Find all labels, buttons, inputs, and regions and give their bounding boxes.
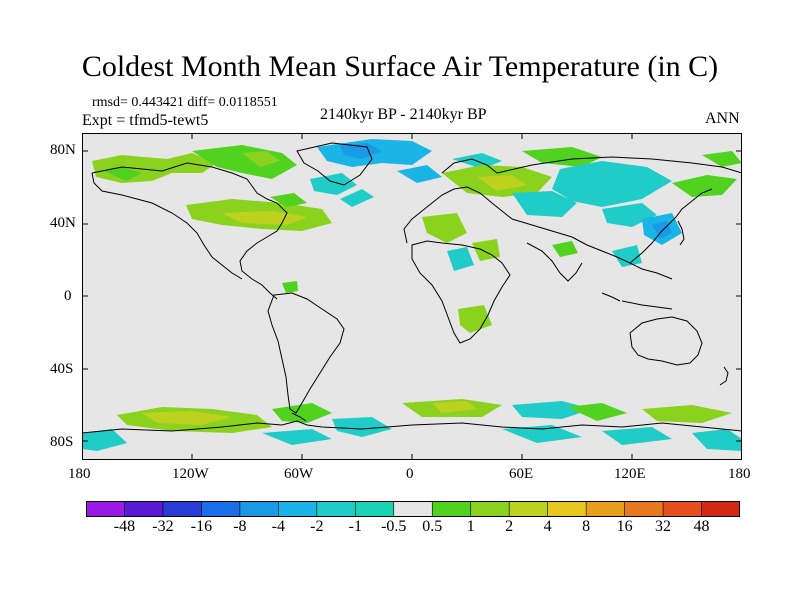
period-label: 2140kyr BP - 2140kyr BP	[320, 106, 487, 123]
colorbar-cell	[162, 501, 203, 517]
colorbar-label: -0.5	[381, 518, 407, 535]
colorbar-cell	[431, 501, 472, 517]
lon-label-60e: 60E	[509, 466, 534, 482]
experiment-label: Expt = tfmd5-tewt5	[82, 112, 209, 129]
colorbar	[86, 501, 740, 517]
colorbar-cell	[86, 501, 126, 517]
colorbar-label: -2	[310, 518, 324, 535]
colorbar-label: -8	[233, 518, 247, 535]
lat-label-40s: 40S	[50, 361, 74, 377]
lon-label-180w: 180	[68, 466, 91, 482]
lat-label-80s: 80S	[50, 434, 74, 450]
lon-label-180e: 180	[728, 466, 751, 482]
colorbar-label: -48	[113, 518, 136, 535]
colorbar-cell	[239, 501, 280, 517]
colorbar-label: 32	[655, 518, 672, 535]
colorbar-cell	[508, 501, 549, 517]
colorbar-label: -4	[271, 518, 286, 535]
colorbar-cell	[662, 501, 703, 517]
coastlines	[82, 142, 742, 434]
lon-label-120w: 120W	[172, 466, 209, 482]
colorbar-label: 8	[582, 518, 591, 535]
colorbar-label: 16	[616, 518, 633, 535]
colorbar-label: -32	[152, 518, 174, 535]
colorbar-cell	[354, 501, 395, 517]
colorbar-label: -16	[190, 518, 213, 535]
anomaly-fields	[82, 139, 742, 451]
colorbar-cell	[201, 501, 241, 517]
lat-label-80n: 80N	[50, 142, 76, 158]
colorbar-cell	[393, 501, 434, 517]
world-map	[82, 133, 742, 460]
colorbar-label: 2	[505, 518, 514, 535]
colorbar-frame	[86, 501, 740, 517]
stats-label: rmsd= 0.443421 diff= 0.0118551	[92, 95, 278, 110]
colorbar-label: 48	[693, 518, 710, 535]
colorbar-cell	[278, 501, 318, 517]
lon-label-0: 0	[406, 466, 414, 482]
lon-label-120e: 120E	[614, 466, 646, 482]
colorbar-label: -1	[348, 518, 362, 535]
lat-label-40n: 40N	[50, 215, 76, 231]
lon-ticks	[191, 133, 633, 460]
colorbar-cell	[124, 501, 164, 517]
map-title: Coldest Month Mean Surface Air Temperatu…	[81, 50, 719, 83]
colorbar-cell	[585, 501, 626, 517]
colorbar-cell	[547, 501, 587, 517]
lat-ticks	[82, 150, 742, 442]
season-label: ANN	[705, 110, 740, 127]
colorbar-cell	[316, 501, 357, 517]
colorbar-label: 4	[543, 518, 552, 535]
colorbar-cell	[470, 501, 510, 517]
colorbar-label: 0.5	[422, 518, 443, 535]
colorbar-cell	[701, 501, 740, 517]
lon-label-60w: 60W	[284, 466, 314, 482]
colorbar-cell	[624, 501, 664, 517]
colorbar-label: 1	[466, 518, 475, 535]
lat-label-0: 0	[64, 288, 72, 304]
